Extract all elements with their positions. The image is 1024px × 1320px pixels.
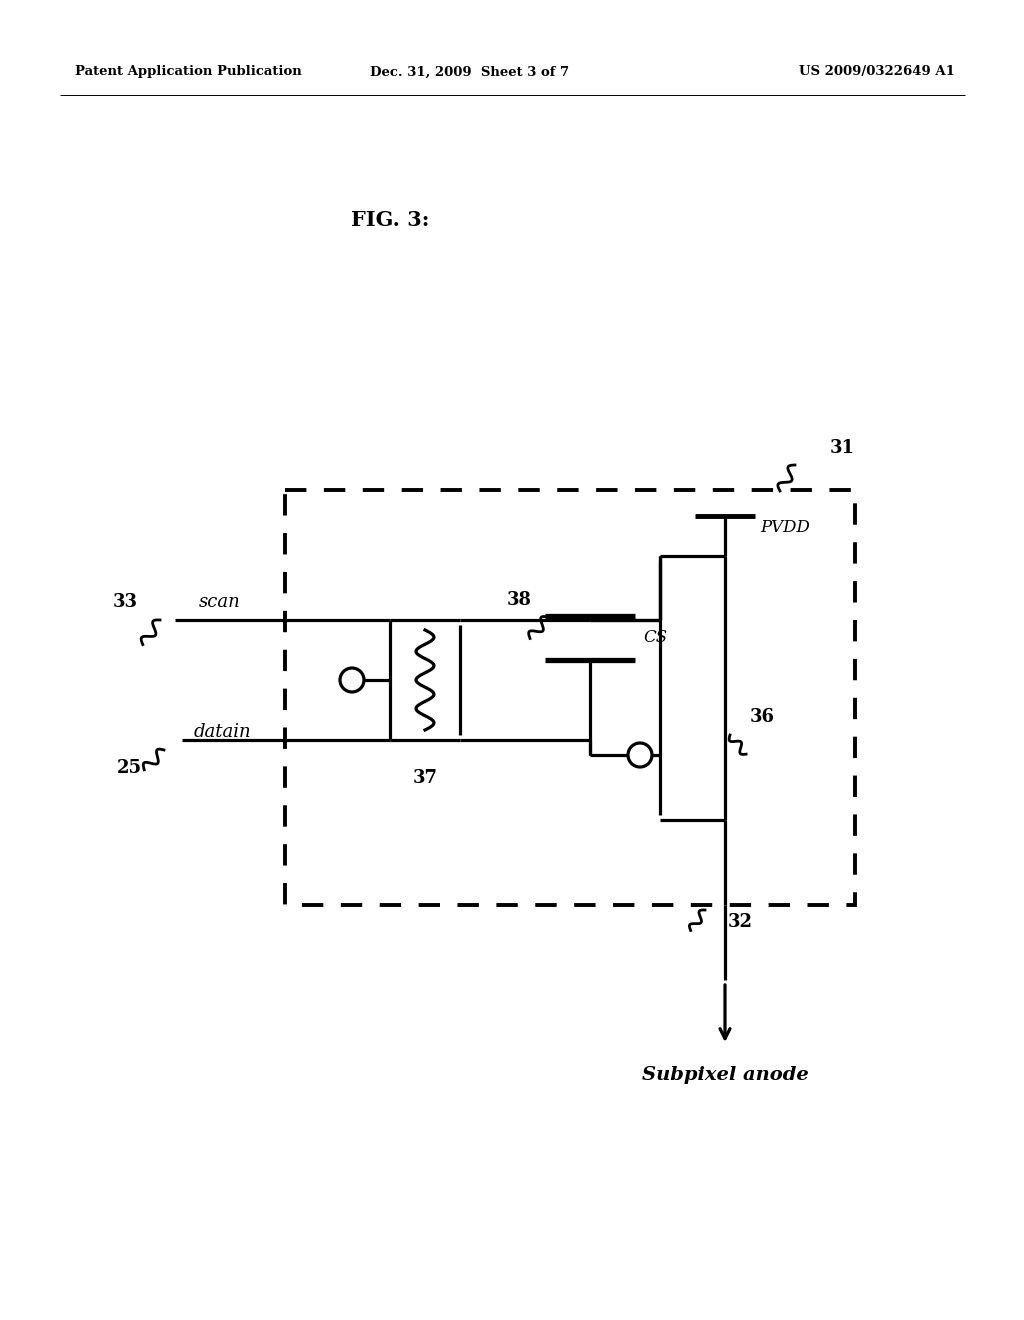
Text: FIG. 3:: FIG. 3:: [351, 210, 429, 230]
Text: 36: 36: [750, 708, 775, 726]
Text: 31: 31: [830, 440, 855, 457]
Bar: [285, 490, 855, 906]
Text: 38: 38: [507, 591, 532, 609]
Text: Patent Application Publication: Patent Application Publication: [75, 66, 302, 78]
Text: 33: 33: [113, 593, 138, 611]
Text: US 2009/0322649 A1: US 2009/0322649 A1: [799, 66, 955, 78]
Text: Dec. 31, 2009  Sheet 3 of 7: Dec. 31, 2009 Sheet 3 of 7: [371, 66, 569, 78]
Text: 37: 37: [413, 770, 437, 787]
Text: 32: 32: [728, 913, 753, 931]
Text: PVDD: PVDD: [760, 520, 810, 536]
Text: 25: 25: [117, 759, 142, 777]
Text: datain: datain: [194, 723, 251, 741]
Text: CS: CS: [643, 630, 667, 647]
Text: scan: scan: [199, 593, 241, 611]
Text: Subpixel anode: Subpixel anode: [642, 1067, 808, 1084]
